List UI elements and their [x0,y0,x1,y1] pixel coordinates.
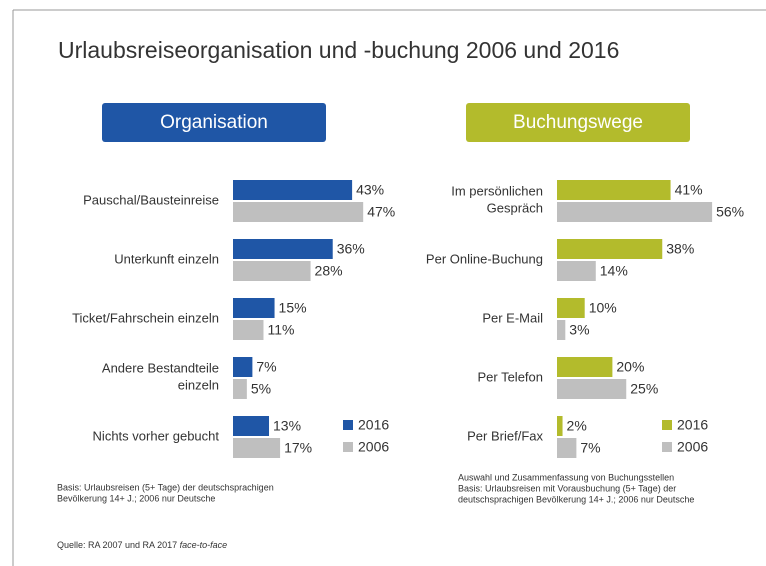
value-label: 28% [315,263,343,279]
source: Quelle: RA 2007 und RA 2017 face-to-face [57,540,227,550]
value-label: 15% [279,300,307,316]
bar [233,180,353,200]
value-label: 11% [267,322,294,338]
footnote: Basis: Urlaubsreisen (5+ Tage) der deuts… [57,482,274,492]
source-text: Quelle: RA 2007 und RA 2017 [57,540,180,550]
category-line: Andere Bestandteile [102,361,219,376]
legend-label: 2016 [358,417,389,433]
category-label: Per Online-Buchung [426,251,543,266]
value-label: 17% [284,440,312,456]
bar [557,239,663,259]
footnote: Auswahl und Zusammenfassung von Buchungs… [458,472,674,482]
category-line: Gespräch [487,201,543,216]
bar [233,438,281,458]
bar [557,261,596,281]
page-title: Urlaubsreiseorganisation und -buchung 20… [58,37,619,63]
bar [557,180,671,200]
legend-label: 2016 [677,417,708,433]
bar [557,379,627,399]
bar [233,298,275,318]
legend-label: 2006 [358,439,389,455]
footnote: Bevölkerung 14+ J.; 2006 nur Deutsche [57,493,215,503]
category-label: Ticket/Fahrschein einzeln [72,310,219,325]
panel-title: Organisation [160,112,268,133]
legend-swatch [662,420,672,430]
value-label: 2% [567,418,587,434]
value-label: 20% [616,359,644,375]
bar [233,261,311,281]
footnote: deutschsprachigen Bevölkerung 14+ J.; 20… [458,494,694,504]
bar [557,298,585,318]
panel-header [102,103,326,142]
legend-swatch [662,442,672,452]
category-line: Im persönlichen [451,184,543,199]
legend-swatch [343,420,353,430]
legend-swatch [343,442,353,452]
value-label: 38% [666,241,694,257]
bar [233,320,264,340]
source-italic: face-to-face [180,540,228,550]
value-label: 41% [675,182,703,198]
bar [557,320,566,340]
category-label: Nichts vorher gebucht [93,428,220,443]
value-label: 3% [569,322,589,338]
value-label: 7% [580,440,600,456]
category-label: Andere Bestandteile einzeln [102,361,219,393]
panel-header [466,103,690,142]
category-label: Unterkunft einzeln [114,251,219,266]
footnote: Basis: Urlaubsreisen mit Vorausbuchung (… [458,483,676,493]
legend-label: 2006 [677,439,708,455]
bar [233,202,364,222]
value-label: 13% [273,418,301,434]
category-label: Per Brief/Fax [467,428,543,443]
value-label: 14% [600,263,628,279]
bar [233,379,247,399]
bar [557,357,613,377]
category-line: einzeln [178,378,219,393]
value-label: 47% [367,204,395,220]
category-label: Im persönlichen Gespräch [451,184,543,216]
bar [233,239,333,259]
value-label: 56% [716,204,744,220]
value-label: 36% [337,241,365,257]
value-label: 43% [356,182,384,198]
bar [557,438,577,458]
category-label: Per Telefon [477,369,543,384]
bar [233,357,253,377]
panel-title: Buchungswege [513,112,643,133]
value-label: 25% [630,381,658,397]
bar [233,416,270,436]
bar [557,416,563,436]
category-label: Pauschal/Bausteinreise [83,192,219,207]
value-label: 10% [589,300,617,316]
category-label: Per E-Mail [482,310,543,325]
value-label: 7% [256,359,276,375]
value-label: 5% [251,381,271,397]
bar [557,202,713,222]
